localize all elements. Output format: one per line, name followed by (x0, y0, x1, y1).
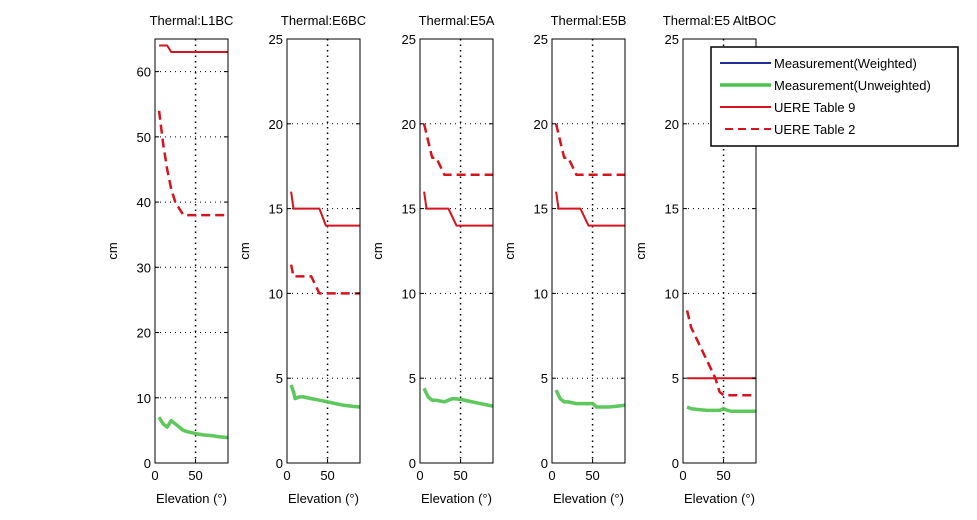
legend-label: Measurement(Unweighted) (774, 78, 931, 93)
series-line-uere-table-9 (159, 44, 228, 53)
series-line-measurement-unweighted- (686, 405, 756, 414)
series-line-uere-table-9 (290, 191, 360, 227)
legend: Measurement(Weighted) Measurement(Unweigh… (710, 46, 959, 147)
y-tick-label: 10 (137, 391, 151, 406)
x-tick-label: 0 (548, 468, 555, 483)
series-line-measurement-unweighted- (157, 416, 229, 440)
panel-title: Thermal:L1BC (150, 13, 234, 28)
y-axis-label: cm (237, 242, 252, 259)
x-tick-label: 0 (151, 468, 158, 483)
x-axis-label: Elevation (°) (156, 491, 227, 506)
y-tick-label: 60 (137, 65, 151, 80)
y-tick-label: 5 (672, 371, 679, 386)
y-tick-label: 0 (541, 456, 548, 471)
y-tick-label: 10 (402, 286, 416, 301)
panel-2: 0 5 10 15 20 25 0 50 Thermal:E6BC Elevation (°) cm (237, 13, 366, 506)
panel-5: 0 5 10 15 20 25 0 50 Thermal:E5 AltBOC Elevation … (633, 13, 776, 506)
axes-box (682, 38, 757, 464)
y-tick-label: 10 (665, 286, 679, 301)
y-tick-label: 50 (137, 130, 151, 145)
x-tick-label: 50 (453, 468, 467, 483)
x-tick-label: 50 (188, 468, 202, 483)
x-axis-label: Elevation (°) (421, 491, 492, 506)
y-tick-label: 10 (269, 286, 283, 301)
y-axis-label: cm (370, 242, 385, 259)
y-tick-label: 25 (534, 32, 548, 47)
y-axis-label: cm (502, 242, 517, 259)
y-tick-label: 5 (541, 371, 548, 386)
panel-title: Thermal:E6BC (281, 13, 366, 28)
legend-label: UERE Table 2 (774, 122, 855, 137)
x-axis-label: Elevation (°) (684, 491, 755, 506)
y-tick-label: 5 (276, 371, 283, 386)
y-tick-label: 15 (665, 202, 679, 217)
axes-box (154, 38, 229, 464)
y-tick-label: 20 (665, 117, 679, 132)
y-tick-label: 0 (276, 456, 283, 471)
panel-1: 0 10 20 30 40 50 60 0 50 Thermal:L1BC Elevation (°… (105, 13, 233, 506)
x-tick-label: 50 (716, 468, 730, 483)
y-tick-label: 40 (137, 195, 151, 210)
x-tick-label: 0 (416, 468, 423, 483)
series-line-measurement-unweighted- (422, 387, 494, 408)
y-tick-label: 20 (137, 326, 151, 341)
legend-label: UERE Table 9 (774, 100, 855, 115)
y-tick-label: 20 (534, 117, 548, 132)
series-line-uere-table-9 (423, 191, 493, 227)
y-tick-label: 20 (269, 117, 283, 132)
panel-title: Thermal:E5 AltBOC (663, 13, 776, 28)
y-tick-label: 0 (409, 456, 416, 471)
series-line-uere-table-2 (157, 110, 228, 217)
y-tick-label: 15 (402, 202, 416, 217)
legend-label: Measurement(Weighted) (774, 56, 917, 71)
y-tick-label: 0 (144, 456, 151, 471)
series-line-uere-table-2 (422, 123, 493, 176)
panel-title: Thermal:E5A (419, 13, 495, 28)
y-tick-label: 10 (534, 286, 548, 301)
y-tick-label: 25 (402, 32, 416, 47)
series-line-uere-table-2 (289, 264, 360, 295)
y-tick-label: 5 (409, 371, 416, 386)
series-line-uere-table-2 (685, 310, 756, 397)
y-axis-label: cm (633, 242, 648, 259)
series-line-measurement-unweighted- (554, 389, 626, 409)
series-line-uere-table-9 (555, 191, 625, 227)
x-tick-label: 0 (283, 468, 290, 483)
x-tick-label: 50 (585, 468, 599, 483)
y-tick-label: 30 (137, 260, 151, 275)
x-axis-label: Elevation (°) (553, 491, 624, 506)
series-line-measurement-unweighted- (289, 384, 361, 409)
y-tick-label: 15 (534, 202, 548, 217)
y-tick-label: 25 (665, 32, 679, 47)
y-tick-label: 25 (269, 32, 283, 47)
y-tick-label: 20 (402, 117, 416, 132)
y-tick-label: 0 (672, 456, 679, 471)
axes-box (286, 38, 361, 464)
panel-3: 0 5 10 15 20 25 0 50 Thermal:E5A Elevation (°) cm (370, 13, 495, 506)
x-axis-label: Elevation (°) (288, 491, 359, 506)
panel-title: Thermal:E5B (551, 13, 627, 28)
panel-4: 0 5 10 15 20 25 0 50 Thermal:E5B Elevation (°) cm (502, 13, 626, 506)
x-tick-label: 50 (320, 468, 334, 483)
axes-box (551, 38, 626, 464)
y-axis-label: cm (105, 242, 120, 259)
x-tick-label: 0 (679, 468, 686, 483)
series-line-uere-table-2 (554, 123, 625, 176)
axes-box (419, 38, 494, 464)
y-tick-label: 15 (269, 202, 283, 217)
